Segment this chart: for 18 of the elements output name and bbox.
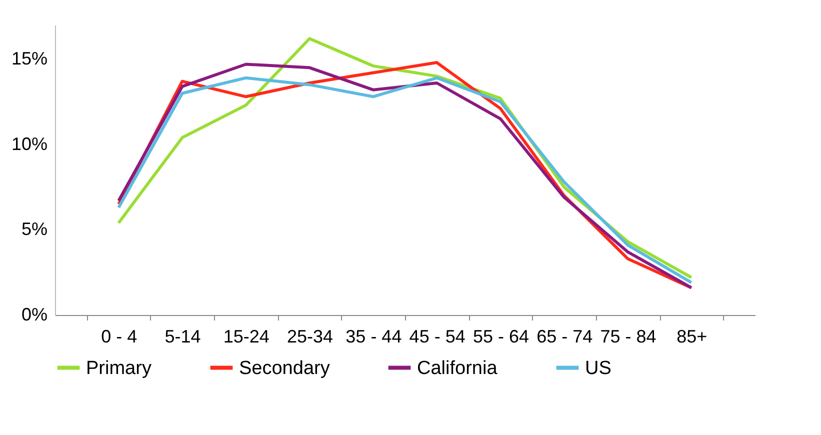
x-tick-label: 25-34 xyxy=(287,326,334,346)
y-tick-label: 5% xyxy=(21,219,48,240)
y-tick-label: 0% xyxy=(21,304,48,324)
legend-label: US xyxy=(585,358,612,379)
x-tick-label: 85+ xyxy=(676,326,708,346)
x-tick-label: 45 - 54 xyxy=(409,326,466,346)
y-tick-label: 10% xyxy=(11,134,48,154)
x-tick-label: 35 - 44 xyxy=(346,326,402,346)
y-tick-label: 15% xyxy=(11,48,48,69)
x-tick-label: 55 - 64 xyxy=(472,326,529,346)
legend-label: California xyxy=(417,358,498,379)
x-tick-label: 5-14 xyxy=(164,326,201,346)
x-tick-label: 0 - 4 xyxy=(101,326,138,346)
x-tick-label: 75 - 84 xyxy=(600,326,656,346)
legend-label: Secondary xyxy=(239,358,330,379)
x-tick-label: 15-24 xyxy=(223,326,270,346)
legend-label: Primary xyxy=(86,358,152,379)
x-tick-label: 65 - 74 xyxy=(536,326,593,346)
